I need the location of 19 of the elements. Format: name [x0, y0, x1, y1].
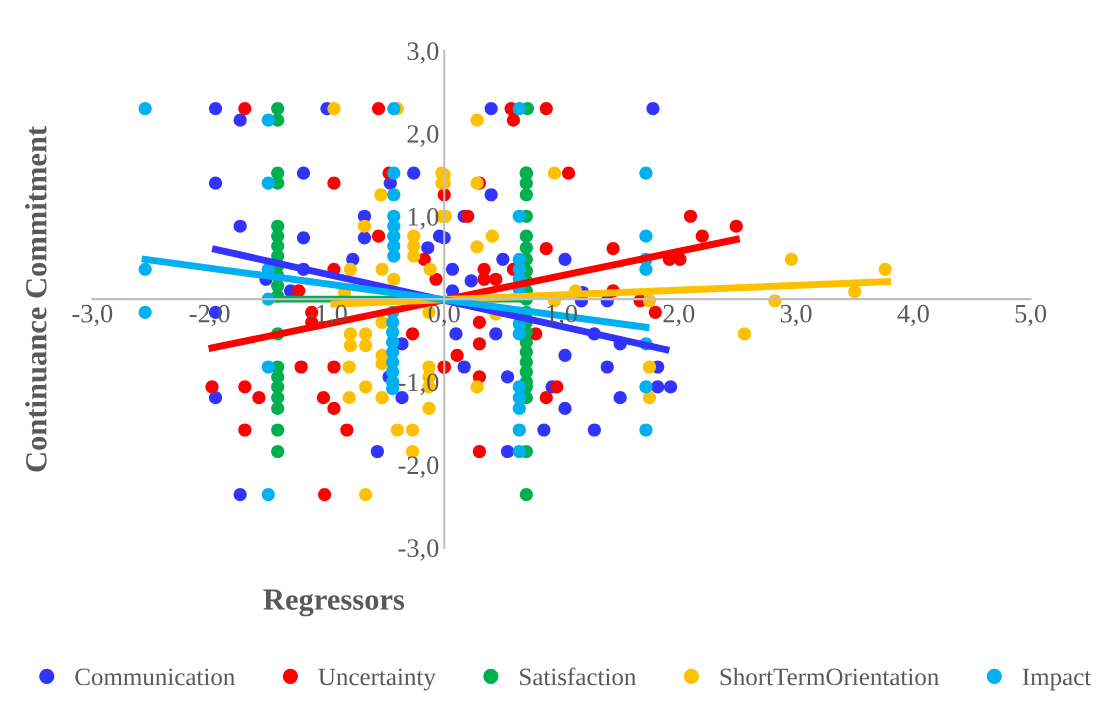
legend-label: Impact [1022, 668, 1092, 691]
y-axis-title: Continuance Commitment [25, 126, 47, 472]
x-tick-label: 2,0 [663, 304, 695, 327]
x-axis-title: Regressors [263, 589, 405, 617]
x-tick-label: 3,0 [780, 304, 812, 327]
x-tick-label: -2,0 [189, 304, 230, 327]
x-tick-label: 4,0 [897, 304, 929, 327]
x-tick-label: 5,0 [1015, 304, 1047, 327]
y-tick-label: -3,0 [398, 539, 439, 561]
legend-label: Satisfaction [520, 667, 637, 686]
legend-label: Uncertainty [318, 668, 436, 691]
y-tick-label: 1,0 [408, 207, 439, 230]
legend-label: Communication [75, 668, 235, 686]
y-tick-label: 2,0 [407, 125, 439, 147]
x-tick-label: -3,0 [72, 304, 113, 327]
x-tick-label: 0,0 [428, 304, 460, 327]
legend-label: ShortTermOrientation [720, 667, 939, 686]
y-tick-label: 3,0 [407, 42, 439, 64]
y-tick-label: -2,0 [398, 456, 439, 478]
